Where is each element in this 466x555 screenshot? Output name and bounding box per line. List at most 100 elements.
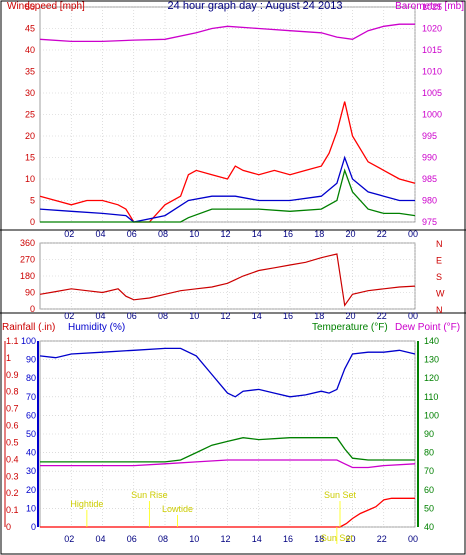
y-tick-temp: 60 (424, 485, 434, 495)
y-tick-rain: 0.4 (6, 454, 19, 464)
y-tick-left: 50 (25, 2, 35, 12)
x-tick-label: 08 (158, 229, 168, 239)
x-tick-label: 12 (220, 229, 230, 239)
y-tick-left: 20 (25, 131, 35, 141)
y-tick-temp: 40 (424, 522, 434, 532)
direction-label: N (436, 305, 443, 315)
x-tick-label: 00 (408, 229, 418, 239)
y-tick-humidity: 80 (26, 373, 36, 383)
y-tick-right: 1020 (422, 24, 442, 34)
x-tick-label: 02 (64, 534, 74, 544)
x-tick-label: 12 (220, 534, 230, 544)
annotation-label: Sun Rise (131, 490, 168, 500)
series-line (40, 437, 415, 463)
y-tick-humidity: 30 (26, 466, 36, 476)
x-tick-label: 18 (314, 534, 324, 544)
x-tick-label: 16 (283, 229, 293, 239)
x-tick-label: 10 (189, 534, 199, 544)
y-tick-temp: 100 (424, 410, 439, 420)
y-tick-humidity: 0 (31, 522, 36, 532)
x-tick-label: 18 (314, 311, 324, 321)
x-tick-label: 16 (283, 311, 293, 321)
y-tick-left: 15 (25, 153, 35, 163)
y-tick-left: 35 (25, 67, 35, 77)
series-line (40, 168, 416, 223)
series-line (39, 253, 416, 307)
x-tick-label: 06 (127, 311, 137, 321)
y-tick-right: 985 (422, 174, 437, 184)
x-tick-label: 00 (408, 534, 418, 544)
axis-label-rain: Rainfall (.in) (2, 322, 55, 333)
series-line (39, 347, 416, 398)
y-tick-right: 1025 (422, 2, 442, 12)
x-tick-label: 04 (95, 311, 105, 321)
y-tick-humidity: 70 (26, 392, 36, 402)
x-tick-label: 10 (189, 311, 199, 321)
x-tick-label: 20 (345, 534, 355, 544)
y-tick-left: 360 (20, 238, 35, 248)
y-tick-rain: 0 (6, 522, 11, 532)
x-tick-label: 02 (64, 311, 74, 321)
y-tick-left: 45 (25, 24, 35, 34)
y-tick-left: 5 (30, 196, 35, 206)
direction-label: W (436, 289, 445, 299)
direction-label: E (436, 256, 442, 266)
y-tick-right: 1015 (422, 45, 442, 55)
y-tick-humidity: 40 (26, 448, 36, 458)
y-tick-temp: 110 (424, 392, 438, 402)
annotation-label: Lowtide (162, 504, 193, 514)
y-tick-humidity: 60 (26, 410, 36, 420)
x-tick-label: 04 (95, 229, 105, 239)
axis-label-temp: Temperature (°F) (312, 322, 388, 333)
chart-title: 24 hour graph day : August 24 2013 (168, 0, 343, 12)
annotation-label: Sun Set (324, 490, 357, 500)
y-tick-right: 980 (422, 196, 437, 206)
y-tick-rain: 1.1 (6, 336, 19, 346)
y-tick-rain: 0.8 (6, 387, 19, 397)
direction-label: S (436, 272, 442, 282)
x-tick-label: 18 (314, 229, 324, 239)
series-line (39, 155, 415, 223)
x-tick-label: 14 (252, 534, 262, 544)
y-tick-humidity: 100 (21, 336, 36, 346)
x-tick-label: 00 (408, 311, 418, 321)
y-tick-temp: 50 (424, 503, 434, 513)
x-tick-label: 22 (377, 534, 387, 544)
y-tick-left: 180 (20, 271, 35, 281)
annotation-label: Sun Set (321, 533, 354, 543)
y-tick-rain: 0.3 (6, 471, 19, 481)
series-line (40, 497, 415, 528)
y-tick-left: 25 (25, 110, 35, 120)
y-tick-left: 10 (25, 174, 35, 184)
y-tick-humidity: 20 (26, 485, 36, 495)
y-tick-right: 1010 (422, 67, 442, 77)
y-tick-right: 990 (422, 153, 437, 163)
series-line (39, 101, 416, 223)
y-tick-right: 1000 (422, 110, 442, 120)
x-tick-label: 16 (283, 534, 293, 544)
x-tick-label: 10 (189, 229, 199, 239)
x-tick-label: 22 (377, 229, 387, 239)
y-tick-temp: 140 (424, 336, 439, 346)
x-tick-label: 02 (64, 229, 74, 239)
axis-label-left: Windspeed [mph] (7, 1, 85, 12)
y-tick-temp: 80 (424, 448, 434, 458)
y-tick-left: 40 (25, 45, 35, 55)
x-tick-label: 20 (345, 229, 355, 239)
y-tick-rain: 0.2 (6, 488, 19, 498)
y-tick-right: 995 (422, 131, 437, 141)
y-tick-right: 975 (422, 217, 437, 227)
x-tick-label: 12 (220, 311, 230, 321)
y-tick-left: 270 (20, 255, 35, 265)
y-tick-humidity: 50 (26, 429, 36, 439)
x-tick-label: 04 (95, 534, 105, 544)
y-tick-right: 1005 (422, 88, 442, 98)
y-tick-rain: 0.5 (6, 437, 19, 447)
x-tick-label: 20 (345, 311, 355, 321)
y-tick-rain: 1 (6, 353, 11, 363)
y-tick-left: 0 (30, 217, 35, 227)
y-tick-temp: 130 (424, 355, 439, 365)
x-tick-label: 14 (252, 311, 262, 321)
